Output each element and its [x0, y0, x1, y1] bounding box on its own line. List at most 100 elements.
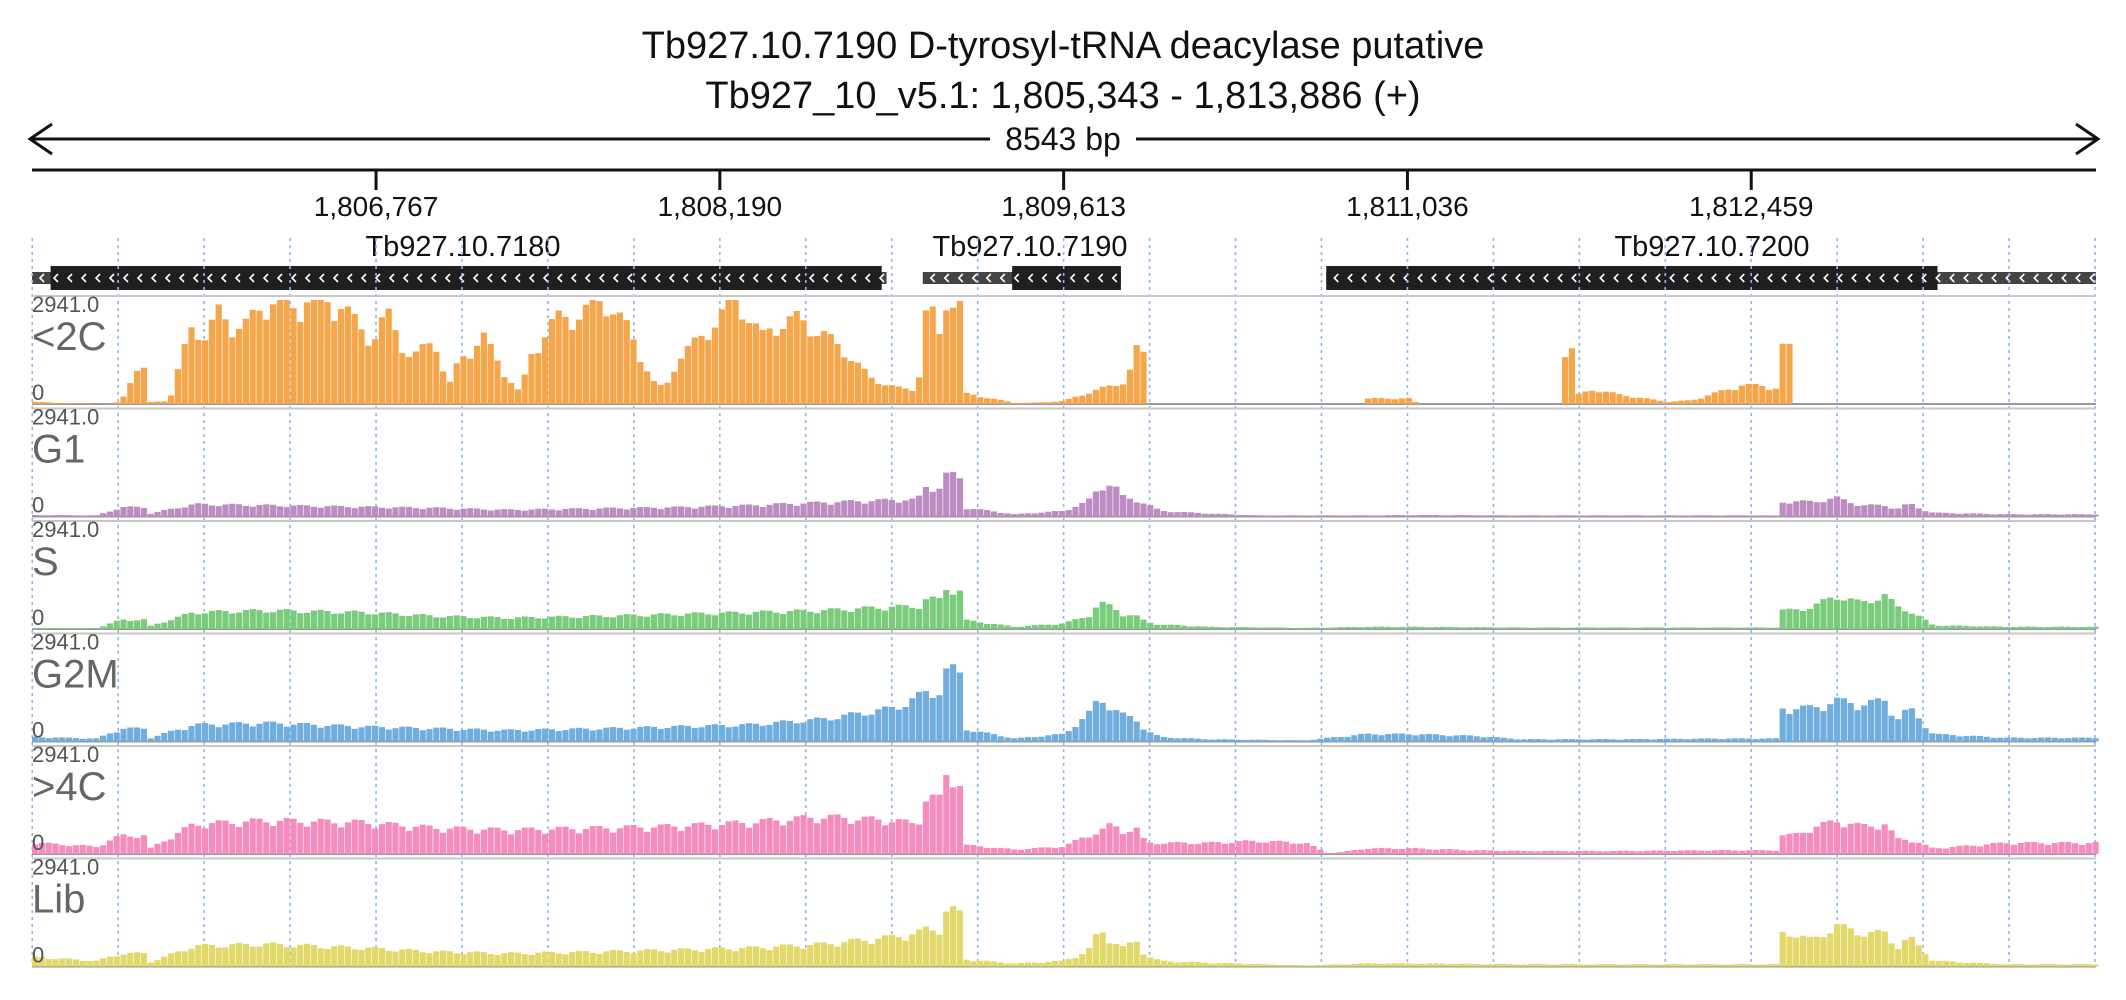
coverage-bar	[283, 947, 290, 967]
coverage-bar	[644, 726, 651, 742]
coverage-bar	[2044, 964, 2051, 967]
coverage-bar	[1398, 626, 1405, 629]
coverage-bar	[66, 628, 73, 629]
coverage-bar	[1120, 834, 1127, 854]
coverage-bar	[671, 725, 678, 742]
coverage-bar	[888, 934, 895, 967]
strand-arrow-icon	[640, 273, 647, 283]
coverage-bar	[929, 491, 936, 517]
coverage-bar	[365, 506, 372, 517]
coverage-bar	[1868, 699, 1875, 742]
coverage-bar	[2017, 626, 2024, 629]
coverage-bar	[1861, 705, 1868, 742]
coverage-bar	[1738, 850, 1745, 854]
coverage-bar	[1058, 733, 1065, 742]
strand-arrow-icon	[80, 273, 87, 283]
coverage-bar	[52, 843, 59, 854]
coverage-bar	[127, 383, 134, 404]
coverage-bar	[712, 829, 719, 854]
coverage-bar	[1562, 851, 1569, 854]
coverage-bar	[1990, 626, 1997, 629]
coverage-bar	[229, 337, 236, 404]
coverage-bar	[1868, 931, 1875, 967]
coverage-bar	[1895, 949, 1902, 967]
coverage-bar	[1004, 737, 1011, 742]
coverage-bar	[1106, 385, 1113, 404]
coverage-bar	[406, 356, 413, 404]
coverage-bar	[752, 505, 759, 517]
coverage-bar	[569, 329, 576, 404]
strand-arrow-icon	[472, 273, 479, 283]
coverage-bar	[256, 818, 263, 854]
coverage-bar	[1242, 964, 1249, 967]
coverage-bar	[1324, 737, 1331, 742]
coverage-bar	[1126, 369, 1133, 404]
coverage-bar	[1684, 515, 1691, 517]
coverage-bar	[1589, 515, 1596, 517]
coverage-bar	[1113, 486, 1120, 517]
coverage-bar	[807, 719, 814, 742]
coverage-bar	[120, 506, 127, 517]
x-axis-ticks: 1,806,767 1,808,190 1,809,613 1,811,036 1,81…	[314, 170, 1814, 222]
coverage-bar	[1147, 732, 1154, 742]
coverage-bar	[45, 842, 52, 854]
coverage-bar	[372, 614, 379, 629]
coverage-bar	[147, 847, 154, 854]
coverage-bar	[154, 401, 161, 404]
strand-arrow-icon	[1055, 273, 1062, 283]
coverage-bar	[1691, 738, 1698, 742]
coverage-bar	[1235, 514, 1242, 517]
coverage-bar	[759, 610, 766, 629]
coverage-bar	[766, 504, 773, 517]
coverage-bar	[1704, 964, 1711, 967]
coverage-bar	[984, 847, 991, 854]
coverage-bar	[297, 613, 304, 629]
coverage-bar	[1691, 850, 1698, 854]
coverage-bar	[1038, 736, 1045, 742]
coverage-bar	[2072, 843, 2079, 854]
coverage-bar	[1725, 850, 1732, 854]
coverage-bar	[929, 697, 936, 742]
coverage-bar	[1902, 839, 1909, 854]
coverage-bar	[596, 825, 603, 854]
coverage-bar	[562, 954, 569, 967]
coverage-bar	[161, 841, 168, 854]
coverage-bar	[671, 371, 678, 404]
coverage-bar	[1494, 515, 1501, 517]
strand-arrow-icon	[1935, 273, 1941, 283]
coverage-bar	[419, 614, 426, 629]
coverage-bar	[793, 505, 800, 517]
coverage-bar	[1147, 505, 1154, 517]
coverage-bar	[372, 725, 379, 742]
coverage-bar	[596, 729, 603, 742]
coverage-bar	[786, 820, 793, 854]
coverage-bar	[630, 953, 637, 967]
coverage-bar	[820, 942, 827, 967]
coverage-bar	[882, 825, 889, 854]
coverage-bar	[739, 319, 746, 404]
strand-arrow-icon	[570, 273, 577, 283]
coverage-bar	[52, 737, 59, 742]
coverage-bar	[1602, 739, 1609, 742]
strand-arrow-icon	[206, 273, 213, 283]
coverage-bar	[1915, 945, 1922, 967]
coverage-bar	[1521, 850, 1528, 854]
coverage-bar	[242, 943, 249, 967]
coverage-bar	[181, 827, 188, 854]
coverage-bar	[1228, 627, 1235, 629]
coverage-bar	[1963, 845, 1970, 854]
coverage-bar	[32, 736, 39, 742]
coverage-bar	[358, 506, 365, 517]
coverage-bar	[712, 327, 719, 404]
coverage-bar	[263, 943, 270, 967]
coverage-bar	[378, 612, 385, 629]
coverage-bar	[1670, 515, 1677, 517]
coverage-bar	[1915, 842, 1922, 854]
coverage-bar	[1997, 514, 2004, 517]
strand-arrow-icon	[1097, 273, 1104, 283]
coverage-bar	[1494, 963, 1501, 967]
coverage-bar	[1364, 733, 1371, 742]
coverage-bar	[773, 721, 780, 742]
coverage-bar	[1609, 515, 1616, 517]
